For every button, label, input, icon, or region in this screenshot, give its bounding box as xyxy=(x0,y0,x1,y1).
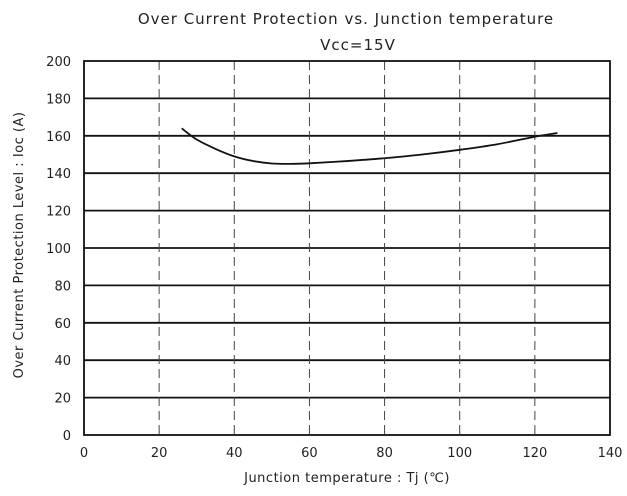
y-tick-label: 120 xyxy=(46,205,71,220)
y-tick-label: 140 xyxy=(46,167,71,182)
plot-frame xyxy=(83,60,611,436)
chart-subtitle: Vcc=15V xyxy=(320,36,396,54)
y-tick-label: 80 xyxy=(54,279,71,294)
y-tick-label: 40 xyxy=(54,354,71,369)
x-axis-label: Junction temperature : Tj (℃) xyxy=(243,471,450,486)
y-tick-label: 0 xyxy=(63,429,71,444)
x-tick-label: 20 xyxy=(151,446,168,461)
x-tick-label: 100 xyxy=(447,446,472,461)
x-tick-labels: 0 20 40 60 80 100 120 140 xyxy=(80,446,623,461)
y-tick-label: 100 xyxy=(46,242,71,257)
y-tick-label: 160 xyxy=(46,130,71,145)
y-tick-label: 60 xyxy=(54,317,71,332)
series-line xyxy=(181,127,558,165)
y-tick-label: 20 xyxy=(54,392,71,407)
x-tick-label: 40 xyxy=(226,446,243,461)
plot-series xyxy=(181,127,558,165)
x-tick-label: 80 xyxy=(376,446,393,461)
y-tick-labels: 0 20 40 60 80 100 120 140 160 180 200 xyxy=(46,55,71,444)
y-tick-label: 200 xyxy=(46,55,71,70)
x-tick-label: 0 xyxy=(80,446,88,461)
x-tick-label: 140 xyxy=(598,446,623,461)
y-tick-label: 180 xyxy=(46,92,71,107)
chart-title: Over Current Protection vs. Junction tem… xyxy=(138,10,554,28)
grid xyxy=(84,61,610,435)
y-axis-label: Over Current Protection Level : Ioc (A) xyxy=(12,112,27,379)
x-tick-label: 60 xyxy=(301,446,318,461)
x-tick-label: 120 xyxy=(522,446,547,461)
